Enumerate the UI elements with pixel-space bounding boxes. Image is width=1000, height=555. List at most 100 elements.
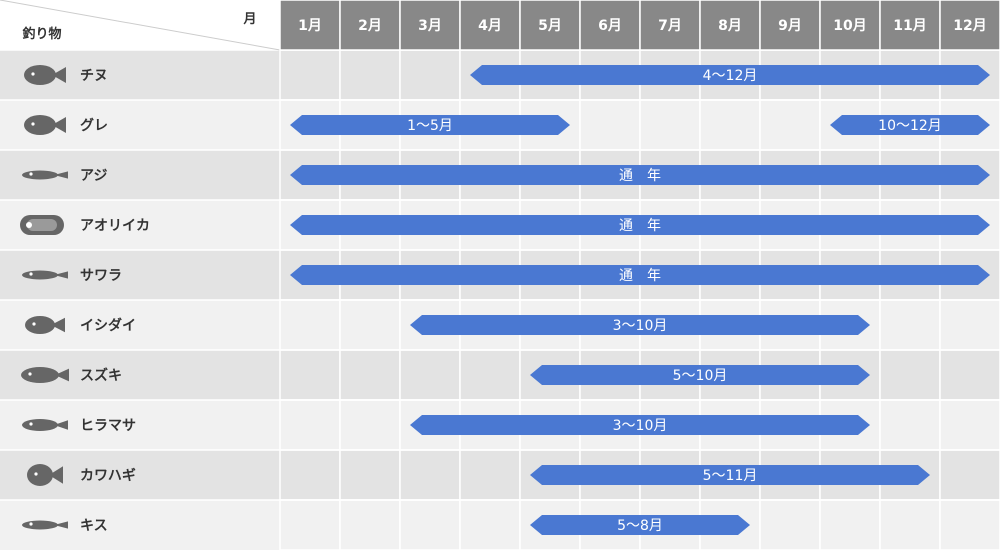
month-label: 6月 <box>598 18 622 34</box>
season-bar <box>410 415 870 435</box>
grid-cell <box>339 499 401 551</box>
month-label: 10月 <box>833 18 866 34</box>
month-label: 5月 <box>538 18 562 34</box>
grid-cell <box>399 349 461 401</box>
season-bar <box>530 515 750 535</box>
grid-cell <box>399 49 461 101</box>
season-bar <box>290 265 990 285</box>
season-bar-label: 5～8月 <box>617 518 663 534</box>
black-porgy-icon <box>24 65 66 85</box>
fish-name-label: キス <box>80 518 108 534</box>
grid-cell <box>339 299 401 351</box>
fish-name-label: アジ <box>80 168 107 184</box>
grid-cell <box>339 449 401 501</box>
season-bar-label: 通 年 <box>619 168 661 184</box>
grid-cell <box>279 449 341 501</box>
corner-label-month: 月 <box>242 12 256 27</box>
fish-name-label: ヒラマサ <box>80 418 136 434</box>
fish-name-label: イシダイ <box>80 317 136 334</box>
month-label: 11月 <box>893 18 926 34</box>
grid-cell <box>579 99 641 151</box>
month-header-cell <box>819 0 881 51</box>
season-bar-label: 5～11月 <box>703 468 758 484</box>
filefish-icon <box>27 464 63 486</box>
season-bar <box>290 165 990 185</box>
month-label: 8月 <box>718 18 742 34</box>
girella-icon <box>24 115 66 135</box>
grid-cell <box>339 399 401 451</box>
grid-cell <box>939 349 1000 401</box>
month-label: 3月 <box>418 18 442 34</box>
grid-cell <box>279 299 341 351</box>
season-bar <box>530 365 870 385</box>
season-bar <box>290 215 990 235</box>
corner-label-target: 釣り物 <box>22 26 61 42</box>
month-label: 7月 <box>658 18 682 34</box>
grid-cell <box>939 499 1000 551</box>
grid-cell <box>459 449 521 501</box>
yellowtail-amberjack-icon <box>22 419 68 431</box>
spanish-mackerel-icon <box>22 270 68 280</box>
season-bar <box>290 115 570 135</box>
grid-cell <box>639 99 701 151</box>
season-bar-label: 1～5月 <box>407 118 453 134</box>
grid-cell <box>279 499 341 551</box>
season-bar-label: 通 年 <box>619 218 661 234</box>
grid-cell <box>939 299 1000 351</box>
fish-name-label: サワラ <box>80 268 122 284</box>
grid-cell <box>879 499 941 551</box>
month-header-cell <box>699 0 761 51</box>
header-diagonal <box>0 0 281 51</box>
grid-cell <box>699 99 761 151</box>
month-label: 9月 <box>778 18 802 34</box>
grid-cell <box>759 499 821 551</box>
month-label: 4月 <box>478 18 502 34</box>
squid-icon <box>20 215 64 235</box>
season-bar-label: 通 年 <box>619 268 661 284</box>
grid-cell <box>459 349 521 401</box>
sillago-icon <box>22 520 68 530</box>
grid-cell <box>399 499 461 551</box>
fish-name-label: チヌ <box>80 68 108 84</box>
season-bar-label: 3～10月 <box>613 418 668 434</box>
season-bar-label: 4～12月 <box>703 68 758 84</box>
month-header-cell <box>519 0 581 51</box>
fish-name-label: アオリイカ <box>80 218 150 234</box>
grid-cell <box>939 449 1000 501</box>
grid-cell <box>339 49 401 101</box>
sea-bass-icon <box>21 367 69 383</box>
season-bar <box>530 465 930 485</box>
month-header-cell <box>759 0 821 51</box>
fish-name-label: カワハギ <box>80 467 136 484</box>
season-bar <box>410 315 870 335</box>
season-bar-label: 5～10月 <box>673 368 728 384</box>
month-header-cell <box>399 0 461 51</box>
grid-cell <box>459 499 521 551</box>
fish-name-label: スズキ <box>80 367 122 384</box>
grid-cell <box>939 399 1000 451</box>
month-label: 12月 <box>953 18 986 34</box>
striped-beakfish-icon <box>25 316 65 334</box>
month-label: 1月 <box>298 18 322 34</box>
grid-cell <box>279 349 341 401</box>
month-header-cell <box>939 0 1000 51</box>
grid-cell <box>879 349 941 401</box>
season-bar-label: 10～12月 <box>878 118 942 134</box>
grid-cell <box>279 399 341 451</box>
grid-cell <box>339 349 401 401</box>
fish-name-label: グレ <box>80 117 108 134</box>
grid-cell <box>279 49 341 101</box>
season-bar-label: 3～10月 <box>613 318 668 334</box>
grid-cell <box>399 449 461 501</box>
horse-mackerel-icon <box>22 170 68 180</box>
grid-cell <box>879 299 941 351</box>
season-bar <box>470 65 990 85</box>
season-bar <box>830 115 990 135</box>
grid-cell <box>759 99 821 151</box>
month-label: 2月 <box>358 18 382 34</box>
month-header-cell <box>639 0 701 51</box>
grid-cell <box>819 499 881 551</box>
grid-cell <box>879 399 941 451</box>
